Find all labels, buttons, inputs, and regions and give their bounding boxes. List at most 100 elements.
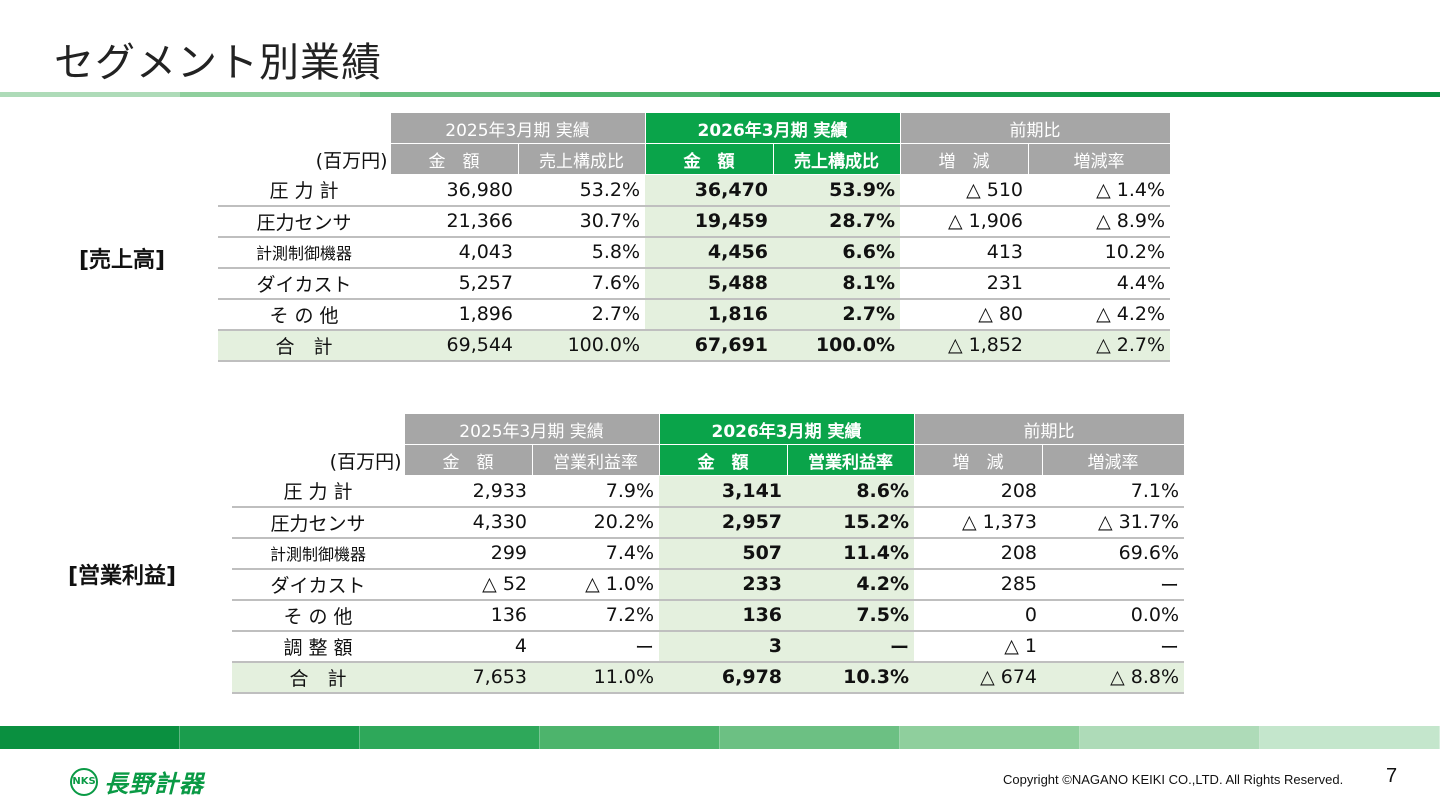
prev-ratio: △ 1.0% (532, 568, 660, 601)
page-number: 7 (1386, 765, 1398, 787)
table-row: 計測制御機器 299 7.4% 507 11.4% 208 69.6% (232, 537, 1185, 570)
table-row: 圧 力 計 36,980 53.2% 36,470 53.9% △ 510 △ … (218, 174, 1171, 207)
diff: 208 (914, 537, 1043, 570)
diff: △ 510 (900, 174, 1029, 207)
diff: △ 674 (914, 661, 1043, 694)
row-label: 合 計 (232, 661, 404, 694)
diff: 208 (914, 475, 1043, 508)
prev-amount: 69,544 (390, 329, 518, 362)
rate: △ 31.7% (1042, 506, 1185, 539)
profit-comparison-header: 前期比 (913, 413, 1185, 445)
row-label: 計測制御機器 (232, 537, 404, 570)
cur-ratio: 4.2% (787, 568, 915, 601)
bottom-decorative-band (0, 726, 1440, 749)
prev-amount: 4 (404, 630, 532, 663)
profit-col-prev-amount: 金 額 (403, 444, 533, 476)
cur-ratio: 2.7% (773, 298, 901, 331)
table-row: ダイカスト △ 52 △ 1.0% 233 4.2% 285 ー (232, 568, 1185, 601)
diff: △ 1 (914, 630, 1043, 663)
total-row: 合 計 69,544 100.0% 67,691 100.0% △ 1,852 … (218, 329, 1171, 362)
cur-amount: 67,691 (645, 329, 774, 362)
cur-ratio: 53.9% (773, 174, 901, 207)
cur-ratio: 100.0% (773, 329, 901, 362)
cur-amount: 136 (659, 599, 788, 632)
row-label: そ の 他 (232, 599, 404, 632)
table-row: そ の 他 1,896 2.7% 1,816 2.7% △ 80 △ 4.2% (218, 298, 1171, 331)
cur-amount: 2,957 (659, 506, 788, 539)
cur-amount: 5,488 (645, 267, 774, 300)
prev-ratio: 2.7% (518, 298, 646, 331)
row-label: そ の 他 (218, 298, 390, 331)
row-label: ダイカスト (232, 568, 404, 601)
prev-amount: 1,896 (390, 298, 518, 331)
cur-ratio: 28.7% (773, 205, 901, 238)
diff: 0 (914, 599, 1043, 632)
rate: 7.1% (1042, 475, 1185, 508)
band-segment (1080, 726, 1260, 749)
rate: △ 1.4% (1028, 174, 1171, 207)
sales-period-prev: 2025年3月期 実績 (389, 112, 646, 144)
sales-col-cur-amount: 金 額 (644, 143, 774, 175)
diff: △ 80 (900, 298, 1029, 331)
profit-period-cur: 2026年3月期 実績 (658, 413, 915, 445)
cur-ratio: 15.2% (787, 506, 915, 539)
cur-ratio: 7.5% (787, 599, 915, 632)
sales-unit-label: (百万円) (315, 149, 388, 172)
cur-amount: 233 (659, 568, 788, 601)
header-spacer (218, 113, 390, 144)
profit-col-rate: 増減率 (1041, 444, 1185, 476)
table-row: 圧 力 計 2,933 7.9% 3,141 8.6% 208 7.1% (232, 475, 1185, 508)
diff: 231 (900, 267, 1029, 300)
cur-amount: 36,470 (645, 174, 774, 207)
table-row: 計測制御機器 4,043 5.8% 4,456 6.6% 413 10.2% (218, 236, 1171, 269)
prev-amount: 7,653 (404, 661, 532, 694)
prev-ratio: 53.2% (518, 174, 646, 207)
cur-amount: 1,816 (645, 298, 774, 331)
band-segment (900, 726, 1080, 749)
cur-ratio: 11.4% (787, 537, 915, 570)
prev-ratio: 5.8% (518, 236, 646, 269)
profit-column-header-row: (百万円) 金 額 営業利益率 金 額 営業利益率 増 減 増減率 (232, 444, 1185, 476)
profit-col-cur-ratio: 営業利益率 (786, 444, 915, 476)
logo-mark-icon: NKS (70, 767, 98, 796)
cur-amount: 6,978 (659, 661, 788, 694)
profit-table: 2025年3月期 実績 2026年3月期 実績 前期比 (百万円) 金 額 営業… (232, 413, 1185, 694)
table-row: ダイカスト 5,257 7.6% 5,488 8.1% 231 4.4% (218, 267, 1171, 300)
prev-ratio: 7.9% (532, 475, 660, 508)
cur-ratio: 8.6% (787, 475, 915, 508)
cur-amount: 507 (659, 537, 788, 570)
band-segment (720, 92, 900, 97)
rate: ー (1042, 630, 1185, 663)
profit-period-header-row: 2025年3月期 実績 2026年3月期 実績 前期比 (232, 413, 1185, 445)
prev-amount: △ 52 (404, 568, 532, 601)
table-row: 圧力センサ 4,330 20.2% 2,957 15.2% △ 1,373 △ … (232, 506, 1185, 539)
band-segment (180, 92, 360, 97)
band-segment (540, 726, 720, 749)
page-title: セグメント別業績 (54, 40, 382, 86)
sales-table: 2025年3月期 実績 2026年3月期 実績 前期比 (百万円) 金 額 売上… (218, 112, 1171, 362)
sales-col-cur-ratio: 売上構成比 (772, 143, 901, 175)
band-segment (720, 726, 900, 749)
prev-ratio: 30.7% (518, 205, 646, 238)
profit-col-prev-ratio: 営業利益率 (531, 444, 660, 476)
row-label: 圧 力 計 (232, 475, 404, 508)
row-label: ダイカスト (218, 267, 390, 300)
cur-ratio: 6.6% (773, 236, 901, 269)
prev-ratio: 7.6% (518, 267, 646, 300)
sales-column-header-row: (百万円) 金 額 売上構成比 金 額 売上構成比 増 減 増減率 (218, 143, 1171, 175)
band-segment (900, 92, 1080, 97)
cur-ratio: 8.1% (773, 267, 901, 300)
rate: △ 4.2% (1028, 298, 1171, 331)
sales-comparison-header: 前期比 (899, 112, 1171, 144)
cur-amount: 3 (659, 630, 788, 663)
company-logo: NKS 長野計器 (70, 764, 204, 799)
prev-ratio: 11.0% (532, 661, 660, 694)
table-row: 圧力センサ 21,366 30.7% 19,459 28.7% △ 1,906 … (218, 205, 1171, 238)
rate: △ 2.7% (1028, 329, 1171, 362)
band-segment (1260, 92, 1440, 97)
prev-ratio: 100.0% (518, 329, 646, 362)
copyright-text: Copyright ©NAGANO KEIKI CO.,LTD. All Rig… (1003, 772, 1344, 787)
sales-period-cur: 2026年3月期 実績 (644, 112, 901, 144)
profit-period-prev: 2025年3月期 実績 (403, 413, 660, 445)
band-segment (0, 726, 180, 749)
